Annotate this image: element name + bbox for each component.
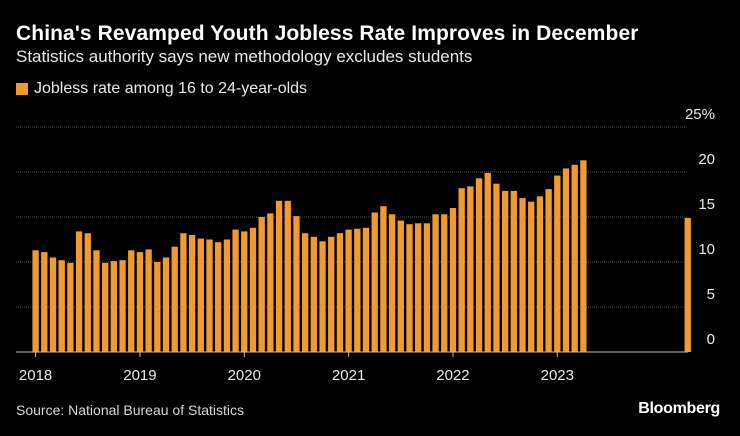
bar [406,224,413,352]
x-tick-label: 2023 [541,367,574,384]
bar [258,217,265,352]
bar [275,200,283,352]
bar [75,231,83,352]
bar [293,216,300,352]
bar [484,172,491,352]
bar [67,262,74,352]
bar [302,233,309,352]
bar [154,262,161,352]
bar [336,233,344,352]
bar [241,231,248,352]
bar [49,257,57,352]
bar [397,220,404,352]
bar [223,239,231,352]
bar [432,214,439,352]
bar [354,228,361,352]
chart-title: China's Revamped Youth Jobless Rate Impr… [16,22,639,45]
x-tick-label: 2022 [436,367,469,384]
bar [467,186,474,352]
bar [536,196,544,352]
bar [171,246,178,352]
bar [580,160,587,352]
bar [32,250,39,352]
y-tick-label: 15 [698,196,715,213]
bar [215,242,222,352]
bar [319,241,326,352]
y-tick-label: 0 [707,331,715,348]
bar [562,168,570,352]
y-tick-label: 10 [698,241,715,258]
bar [554,175,561,352]
x-tick-label: 2021 [332,367,365,384]
bar [136,252,144,352]
bar [475,178,483,352]
bar [102,262,109,352]
bar [380,206,387,352]
bar [415,223,422,352]
bar [519,198,526,352]
axes: 0 5 10 15 20 25% 2018 2019 2020 2021 2022 2023 [16,106,715,384]
bloomberg-logo: Bloomberg [638,400,720,417]
bar [458,188,465,352]
bar [493,183,500,352]
bar [284,200,291,352]
bar [41,252,48,352]
bar [93,250,100,352]
chart-subtitle: Statistics authority says new methodolog… [16,47,473,66]
x-tick-label: 2019 [123,367,156,384]
bar [310,236,317,352]
bar [162,257,170,352]
bar [180,233,187,352]
bar [388,214,396,352]
bar [84,233,91,352]
x-tick-label: 2018 [19,367,52,384]
bar [119,260,126,352]
y-tick-label: 25% [685,106,715,123]
bars [32,160,691,352]
bar [328,236,335,352]
legend-swatch [16,83,28,95]
chart-legend: Jobless rate among 16 to 24-year-olds [16,80,307,98]
bar [510,190,517,352]
bar [371,212,378,352]
y-tick-label: 20 [698,151,715,168]
bar [571,164,578,352]
bar [501,190,509,352]
bar [110,261,117,352]
bar [232,229,239,352]
bar [206,239,213,352]
bar [345,229,352,352]
bar [441,214,448,352]
legend-label: Jobless rate among 16 to 24-year-olds [34,80,308,97]
bar [267,213,274,352]
bar [58,260,65,352]
bar [197,238,204,352]
bar [528,201,535,352]
source-note: Source: National Bureau of Statistics [16,402,245,418]
bar [449,208,457,352]
bar [128,250,135,352]
bar [423,223,431,352]
bar [362,227,370,352]
bar [188,235,196,352]
x-tick-label: 2020 [228,367,261,384]
bar [145,249,152,352]
y-tick-label: 5 [707,286,715,303]
bar [684,217,691,352]
bar [545,189,552,352]
bar [249,227,257,352]
